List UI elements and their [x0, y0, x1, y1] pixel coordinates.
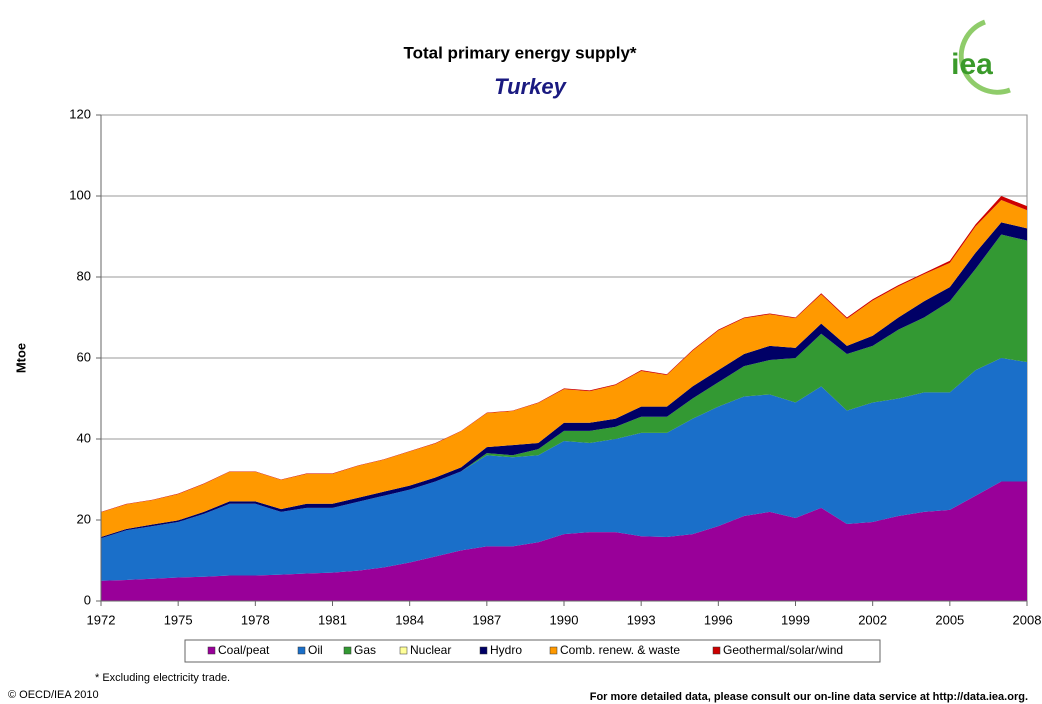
x-tick-label: 1987	[472, 612, 501, 627]
y-tick-label: 100	[69, 187, 91, 202]
x-tick-label: 1993	[627, 612, 656, 627]
legend-swatch	[207, 646, 216, 655]
area	[101, 481, 1027, 601]
chart-title: Total primary energy supply*	[403, 43, 636, 62]
y-tick-label: 0	[84, 592, 91, 607]
x-tick-label: 2005	[935, 612, 964, 627]
x-tick-label: 1990	[550, 612, 579, 627]
y-tick-label: 80	[77, 268, 91, 283]
logo: iea	[951, 19, 1011, 95]
x-tick-label: 1978	[241, 612, 270, 627]
legend-swatch	[479, 646, 488, 655]
legend-label: Geothermal/solar/wind	[723, 643, 843, 657]
x-tick-label: 1996	[704, 612, 733, 627]
legend-swatch	[343, 646, 352, 655]
legend-label: Oil	[308, 643, 323, 657]
y-axis-label: Mtoe	[13, 343, 28, 373]
legend-label: Hydro	[490, 643, 522, 657]
legend-label: Gas	[354, 643, 376, 657]
area	[101, 234, 1027, 539]
x-tick-label: 2008	[1013, 612, 1042, 627]
y-tick-label: 40	[77, 430, 91, 445]
x-tick-label: 1999	[781, 612, 810, 627]
area	[101, 200, 1027, 538]
legend-swatch	[399, 646, 408, 655]
chart-subtitle: Turkey	[494, 74, 568, 99]
area	[101, 358, 1027, 581]
x-tick-label: 2002	[858, 612, 887, 627]
x-tick-label: 1984	[395, 612, 424, 627]
legend-swatch	[549, 646, 558, 655]
x-tick-label: 1975	[164, 612, 193, 627]
y-tick-label: 20	[77, 511, 91, 526]
legend-label: Comb. renew. & waste	[560, 643, 680, 657]
logo-text: iea	[951, 48, 993, 81]
x-tick-label: 1972	[87, 612, 116, 627]
logo-arc	[958, 19, 1011, 95]
legend	[184, 639, 881, 663]
legend-label: Coal/peat	[218, 643, 270, 657]
x-tick-label: 1981	[318, 612, 347, 627]
y-tick-label: 60	[77, 349, 91, 364]
source-note: For more detailed data, please consult o…	[590, 691, 1028, 703]
copyright: © OECD/IEA 2010	[8, 689, 99, 701]
legend-swatch	[297, 646, 306, 655]
footnote: * Excluding electricity trade.	[95, 672, 230, 684]
legend-label: Nuclear	[410, 643, 451, 657]
y-tick-label: 120	[69, 106, 91, 121]
legend-swatch	[712, 646, 721, 655]
